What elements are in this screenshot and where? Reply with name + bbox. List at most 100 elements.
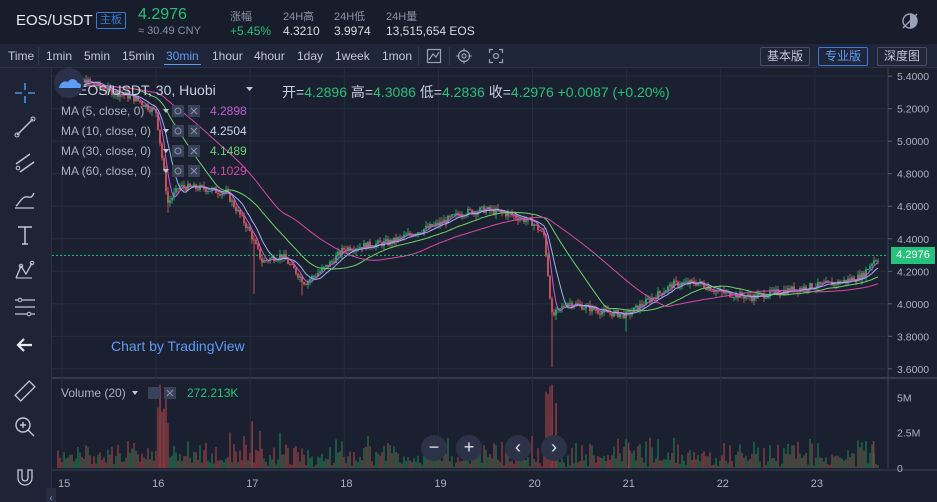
- price-axis-label: 5.4000: [897, 71, 929, 83]
- indicators-icon[interactable]: [426, 48, 442, 64]
- volume-bar: [843, 460, 845, 468]
- chart-toolbar: Time 1min 5min 15min 30min 1hour 4hour 1…: [0, 44, 937, 68]
- pro-version-button[interactable]: 专业版: [818, 47, 869, 66]
- ma-close-icon[interactable]: [190, 147, 198, 155]
- interval-1week[interactable]: 1week: [335, 49, 370, 63]
- chart-canvas[interactable]: 5.4000 5.2000 5.0000 4.8000 4.6000 4.4000 4.20…: [52, 68, 937, 502]
- volume-bar: [819, 457, 821, 468]
- volume-dropdown-icon[interactable]: [132, 391, 138, 395]
- volume-bar: [121, 462, 123, 468]
- ma30-label[interactable]: MA (30, close, 0): [61, 144, 152, 158]
- toolbar-divider: [418, 47, 419, 65]
- scroll-left-button[interactable]: ‹: [505, 435, 531, 461]
- volume-bar: [301, 448, 303, 468]
- magnet-icon[interactable]: [12, 464, 38, 490]
- volume-bar: [347, 456, 349, 468]
- ma-close-icon[interactable]: [190, 107, 198, 115]
- ma-settings-icon[interactable]: [174, 107, 182, 115]
- volume-24h-value: 13,515,654 EOS: [386, 24, 475, 38]
- volume-bar: [393, 446, 395, 468]
- volume-bar: [497, 459, 499, 468]
- price-chart[interactable]: 5.4000 5.2000 5.0000 4.8000 4.6000 4.4000 4.20…: [52, 68, 937, 502]
- crosshair-icon[interactable]: [12, 80, 38, 106]
- candle-body: [845, 279, 847, 283]
- zoom-out-button[interactable]: −: [421, 435, 447, 461]
- volume-bar: [771, 458, 773, 468]
- back-arrow-icon[interactable]: [12, 332, 38, 358]
- brush-icon[interactable]: [12, 186, 38, 212]
- volume-bar: [527, 457, 529, 468]
- symbol-dropdown-icon[interactable]: [246, 87, 253, 91]
- candle-body: [409, 233, 411, 235]
- ma-dropdown-icon[interactable]: [163, 129, 169, 133]
- collapse-toolbar-icon[interactable]: ‹: [46, 488, 56, 502]
- zoom-in-button[interactable]: +: [456, 435, 482, 461]
- volume-bar: [713, 464, 715, 468]
- volume-bar: [783, 448, 785, 468]
- pair-name[interactable]: EOS/USDT: [16, 12, 93, 29]
- candle-body: [555, 309, 557, 316]
- ma-settings-icon[interactable]: [172, 125, 184, 137]
- volume-bar: [303, 454, 305, 468]
- volume-bar: [357, 462, 359, 468]
- ma-dropdown-icon[interactable]: [163, 169, 169, 173]
- volume-indicator-label[interactable]: Volume (20): [61, 386, 126, 400]
- volume-bar: [261, 448, 263, 468]
- ma-dropdown-icon[interactable]: [163, 149, 169, 153]
- interval-1min[interactable]: 1min: [46, 49, 73, 63]
- volume-bar: [451, 456, 453, 468]
- volume-bar: [793, 445, 795, 468]
- basic-version-button[interactable]: 基本版: [760, 47, 811, 66]
- screenshot-icon[interactable]: [488, 48, 504, 64]
- interval-1day[interactable]: 1day: [297, 49, 324, 63]
- volume-bar: [489, 453, 491, 468]
- volume-bar: [127, 440, 129, 468]
- ma-settings-icon[interactable]: [172, 105, 184, 117]
- candle-body: [531, 218, 533, 226]
- pattern-icon[interactable]: [12, 258, 38, 284]
- ma5-label[interactable]: MA (5, close, 0): [61, 104, 145, 118]
- theme-toggle-icon[interactable]: [901, 12, 919, 30]
- text-tool-icon[interactable]: [12, 222, 38, 248]
- interval-30min[interactable]: 30min: [164, 49, 201, 65]
- candle-body: [113, 94, 115, 96]
- ma60-label[interactable]: MA (60, close, 0): [61, 164, 152, 178]
- ma-dropdown-icon[interactable]: [163, 109, 169, 113]
- candle-body: [309, 279, 311, 282]
- volume-bar: [389, 445, 391, 468]
- volume-bar: [729, 445, 731, 468]
- ma-settings-icon[interactable]: [172, 145, 184, 157]
- volume-bar: [669, 459, 671, 468]
- volume-bar: [609, 459, 611, 468]
- interval-5min[interactable]: 5min: [84, 49, 111, 63]
- ma-settings-icon[interactable]: [172, 165, 184, 177]
- candle-body: [363, 243, 365, 249]
- scroll-right-button[interactable]: ›: [541, 435, 567, 461]
- candle-body: [705, 287, 707, 290]
- ruler-icon[interactable]: [12, 378, 38, 404]
- candle-body: [329, 261, 331, 267]
- candle-body: [89, 79, 91, 83]
- zoom-in-icon[interactable]: [12, 414, 38, 440]
- interval-4hour[interactable]: 4hour: [254, 49, 285, 63]
- volume-bar: [73, 461, 75, 468]
- ma-settings-icon[interactable]: [174, 167, 182, 175]
- candle-body: [149, 109, 151, 112]
- time-axis-label: 19: [434, 478, 446, 490]
- ma-close-icon[interactable]: [190, 127, 198, 135]
- candle-body: [863, 272, 865, 277]
- fibonacci-icon[interactable]: [12, 294, 38, 320]
- volume-settings-icon[interactable]: [148, 387, 160, 399]
- depth-chart-button[interactable]: 深度图: [877, 47, 928, 66]
- volume-close-icon[interactable]: [166, 389, 174, 397]
- interval-1mon[interactable]: 1mon: [382, 49, 413, 63]
- ma10-label[interactable]: MA (10, close, 0): [61, 124, 152, 138]
- interval-1hour[interactable]: 1hour: [212, 49, 243, 63]
- ma-settings-icon[interactable]: [174, 147, 182, 155]
- settings-icon[interactable]: [456, 48, 472, 64]
- ma-close-icon[interactable]: [190, 167, 198, 175]
- interval-15min[interactable]: 15min: [122, 49, 155, 63]
- trend-line-icon[interactable]: [12, 114, 38, 140]
- ma-settings-icon[interactable]: [174, 127, 182, 135]
- channel-icon[interactable]: [12, 150, 38, 176]
